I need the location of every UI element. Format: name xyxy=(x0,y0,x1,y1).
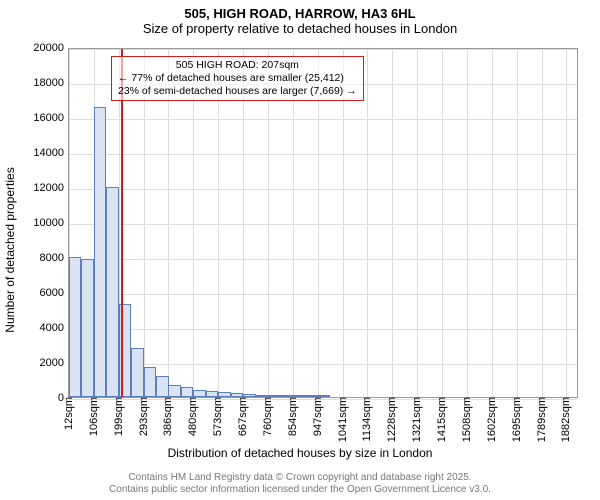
x-tick: 1041sqm xyxy=(337,397,349,442)
y-tick: 20000 xyxy=(14,42,64,54)
histogram-bar xyxy=(193,390,205,397)
annot-line-larger: 23% of semi-detached houses are larger (… xyxy=(118,85,357,98)
x-tick: 1228sqm xyxy=(386,397,398,442)
histogram-chart: 12sqm106sqm199sqm293sqm386sqm480sqm573sq… xyxy=(68,48,578,398)
y-tick: 0 xyxy=(14,392,64,404)
x-tick: 12sqm xyxy=(63,397,75,430)
histogram-bar xyxy=(206,391,218,397)
histogram-bar xyxy=(69,257,81,397)
x-tick: 106sqm xyxy=(88,397,100,436)
histogram-bar xyxy=(256,395,268,397)
histogram-bar xyxy=(168,385,180,397)
annot-title: 505 HIGH ROAD: 207sqm xyxy=(118,59,357,72)
histogram-bar xyxy=(243,394,255,397)
footnote-line2: Contains public sector information licen… xyxy=(0,484,600,496)
page-subtitle: Size of property relative to detached ho… xyxy=(0,21,600,36)
x-tick: 667sqm xyxy=(237,397,249,436)
subject-annotation: 505 HIGH ROAD: 207sqm← 77% of detached h… xyxy=(111,56,364,101)
x-tick: 199sqm xyxy=(113,397,125,436)
footnote: Contains HM Land Registry data © Crown c… xyxy=(0,472,600,496)
histogram-bar xyxy=(305,395,317,397)
x-tick: 573sqm xyxy=(212,397,224,436)
histogram-bar xyxy=(318,395,330,397)
histogram-bar xyxy=(280,395,292,397)
annot-line-smaller: ← 77% of detached houses are smaller (25… xyxy=(118,72,357,85)
x-tick: 1134sqm xyxy=(361,397,373,441)
histogram-bar xyxy=(293,395,305,397)
histogram-bar xyxy=(156,376,168,397)
y-tick: 18000 xyxy=(14,77,64,89)
y-tick: 6000 xyxy=(14,287,64,299)
histogram-bar xyxy=(144,367,156,397)
page-title: 505, HIGH ROAD, HARROW, HA3 6HL xyxy=(0,6,600,21)
histogram-bar xyxy=(268,395,280,397)
y-tick: 10000 xyxy=(14,217,64,229)
x-tick: 854sqm xyxy=(287,397,299,436)
x-tick: 1789sqm xyxy=(536,397,548,442)
x-tick: 1415sqm xyxy=(436,397,448,442)
y-tick: 8000 xyxy=(14,252,64,264)
x-axis-label: Distribution of detached houses by size … xyxy=(0,446,600,460)
histogram-bar xyxy=(94,107,106,398)
footnote-line1: Contains HM Land Registry data © Crown c… xyxy=(0,472,600,484)
histogram-bar xyxy=(218,392,230,397)
x-tick: 1321sqm xyxy=(411,397,423,442)
histogram-bar xyxy=(106,187,118,397)
x-tick: 293sqm xyxy=(138,397,150,436)
x-tick: 1508sqm xyxy=(461,397,473,442)
histogram-bar xyxy=(81,259,93,397)
x-tick: 760sqm xyxy=(262,397,274,436)
histogram-bar xyxy=(231,393,243,397)
y-tick: 4000 xyxy=(14,322,64,334)
x-tick: 1882sqm xyxy=(560,397,572,442)
histogram-bar xyxy=(131,348,143,397)
y-tick: 12000 xyxy=(14,182,64,194)
x-tick: 947sqm xyxy=(312,397,324,436)
y-tick: 2000 xyxy=(14,357,64,369)
x-tick: 1695sqm xyxy=(511,397,523,442)
histogram-bar xyxy=(181,387,193,397)
y-tick: 16000 xyxy=(14,112,64,124)
x-tick: 386sqm xyxy=(162,397,174,436)
x-tick: 1602sqm xyxy=(486,397,498,442)
y-tick: 14000 xyxy=(14,147,64,159)
x-tick: 480sqm xyxy=(187,397,199,436)
